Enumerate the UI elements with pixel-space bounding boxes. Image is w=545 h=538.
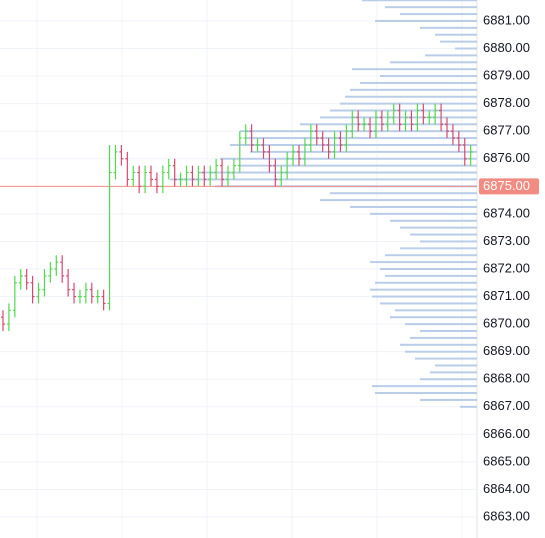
volume-profile-bar [400, 343, 477, 346]
volume-profile-bar [350, 205, 477, 208]
volume-profile-bar [425, 54, 477, 57]
volume-profile-bar [415, 357, 477, 360]
y-tick-label: 6874.00 [483, 205, 530, 220]
volume-profile-bar [320, 116, 477, 119]
volume-profile-bar [420, 26, 477, 29]
volume-profile-bar [420, 330, 477, 333]
y-tick-label: 6881.00 [483, 12, 530, 27]
y-tick-label: 6866.00 [483, 426, 530, 441]
volume-profile-bar [455, 47, 477, 50]
y-tick-label: 6863.00 [483, 508, 530, 523]
volume-profile-bar [395, 309, 477, 312]
volume-profile-bar [370, 288, 477, 291]
y-tick-label: 6877.00 [483, 123, 530, 138]
volume-profile-bar [320, 199, 477, 202]
volume-profile-bar [370, 212, 477, 215]
volume-profile-bar [245, 137, 477, 140]
volume-profile-bar [420, 240, 477, 243]
volume-profile-bar [420, 398, 477, 401]
volume-profile-bar [250, 150, 477, 153]
volume-profile-bar [380, 75, 477, 78]
y-tick-label: 6868.00 [483, 371, 530, 386]
volume-profile-bar [220, 157, 477, 160]
volume-profile-bar [372, 385, 477, 388]
volume-profile-bar [410, 233, 477, 236]
volume-profile-bar [400, 226, 477, 229]
volume-profile-bar [460, 405, 477, 408]
volume-profile-bar [345, 95, 477, 98]
volume-profile-bar [375, 281, 477, 284]
y-tick-label: 6871.00 [483, 288, 530, 303]
volume-profile-bar [372, 295, 477, 298]
volume-profile-bar [240, 164, 477, 167]
volume-profile-bar [330, 109, 477, 112]
volume-profile-bar [385, 274, 477, 277]
volume-profile-bar [370, 261, 477, 264]
volume-profile-bar [375, 392, 477, 395]
y-tick-label: 6870.00 [483, 316, 530, 331]
y-tick-label: 6873.00 [483, 233, 530, 248]
volume-profile-bar [380, 302, 477, 305]
volume-profile-bar [405, 350, 477, 353]
volume-profile-bar [300, 123, 477, 126]
volume-profile-bar [362, 0, 477, 2]
y-tick-label: 6869.00 [483, 343, 530, 358]
volume-profile-bar [420, 378, 477, 381]
volume-profile-bar [352, 68, 477, 71]
volume-profile-bar [405, 323, 477, 326]
y-tick-label: 6880.00 [483, 40, 530, 55]
volume-profile-bar [400, 247, 477, 250]
y-tick-label: 6865.00 [483, 453, 530, 468]
volume-profile-bar [410, 336, 477, 339]
y-tick-label: 6864.00 [483, 481, 530, 496]
y-tick-label: 6867.00 [483, 398, 530, 413]
current-price-box [479, 178, 539, 195]
volume-profile-bar [430, 371, 477, 374]
volume-profile-bar [380, 268, 477, 270]
y-tick-label: 6876.00 [483, 150, 530, 165]
volume-profile-bar [440, 40, 477, 43]
volume-profile-bar [435, 364, 477, 367]
volume-profile-bar [330, 192, 477, 195]
volume-profile-bar [340, 102, 477, 105]
volume-profile-bar [435, 33, 477, 36]
y-tick-label: 6878.00 [483, 95, 530, 110]
volume-profile-bar [230, 143, 477, 146]
volume-profile-bar [385, 254, 477, 257]
y-tick-label: 6872.00 [483, 260, 530, 275]
volume-profile-bar [200, 171, 477, 174]
y-tick-label: 6879.00 [483, 68, 530, 83]
volume-profile-bar [375, 19, 477, 22]
volume-profile-bar [390, 316, 477, 319]
volume-profile-bar [390, 61, 477, 64]
volume-profile-bar [390, 219, 477, 222]
volume-profile-bar [350, 88, 477, 91]
current-price-label: 6875.00 [483, 178, 530, 193]
volume-profile-bar [385, 6, 477, 9]
volume-profile-bar [170, 178, 477, 181]
volume-profile-bar [400, 13, 477, 16]
volume-profile-bar [360, 81, 477, 84]
